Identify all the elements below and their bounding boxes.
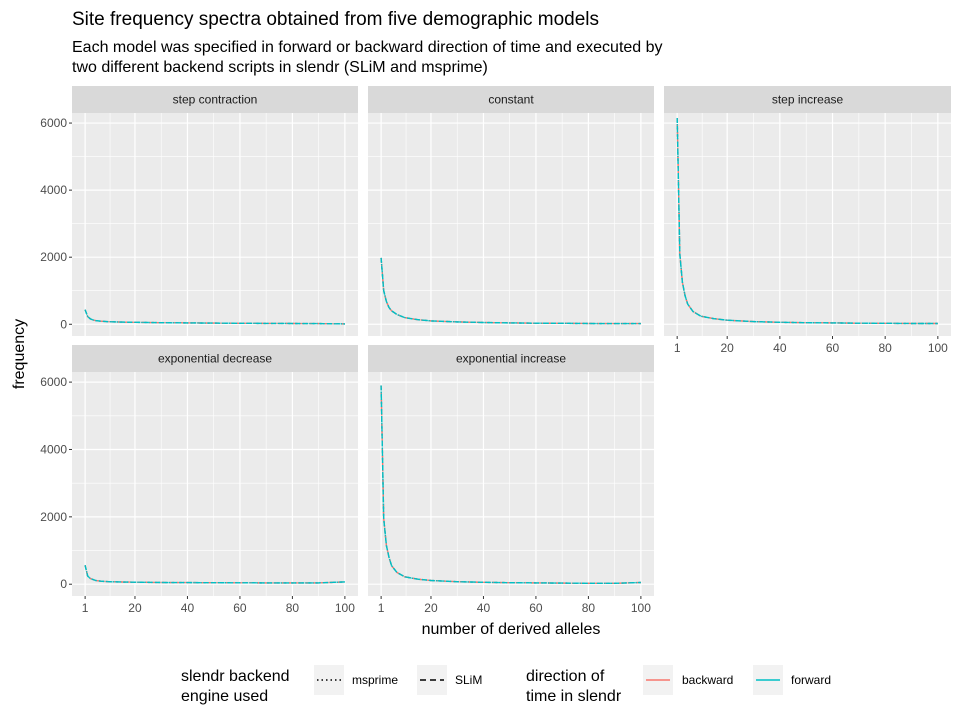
x-tick-label: 60 [826,341,840,355]
legend-label-backward: backward [682,673,733,687]
x-tick-label: 40 [477,601,491,615]
facet-strip [664,86,951,113]
legend-key-msprime-bg [314,665,344,695]
series-line-forward-slim [380,385,641,584]
facet-exponential-decrease: exponential decrease 0 2000 4000 6000 1 20 40 60… [40,345,358,615]
x-tick-label: 1 [378,601,385,615]
facet-panels: step contraction 0 2000 4000 6000 constant ste… [40,86,951,615]
x-tick-label: 20 [424,601,438,615]
x-tick-label: 100 [928,341,948,355]
x-axis-title: number of derived alleles [422,621,601,638]
series-line-forward-slim [676,117,938,325]
facet-panel-background [72,113,358,336]
legend: slendr backend engine used msprime SLiM dire… [181,665,831,705]
y-tick-label: 4000 [40,183,67,197]
x-tick-label: 80 [878,341,892,355]
series-line-forward-slim [380,257,641,325]
facet-exponential-increase: exponential increase 1 20 40 60 80 100 [368,345,654,615]
legend-direction: direction of time in slendr backward forwar… [526,665,831,705]
facet-strip [72,86,358,113]
legend-label-slim: SLiM [455,673,482,687]
chart-subtitle-line-2: two different backend scripts in slendr … [72,59,488,76]
facet-strip [368,86,654,113]
y-tick-label: 6000 [40,116,67,130]
facet-strip-label: step increase [772,93,844,107]
legend-backend: slendr backend engine used msprime SLiM [181,665,482,705]
facet-step-contraction: step contraction 0 2000 4000 6000 [40,86,358,336]
facet-strip [72,345,358,372]
legend-direction-title-line-1: direction of [526,668,605,685]
y-tick-label: 2000 [40,510,67,524]
facet-constant: constant [368,86,654,336]
legend-backend-title-line-2: engine used [181,688,268,705]
chart-title: Site frequency spectra obtained from fiv… [72,9,599,30]
facet-strip [368,345,654,372]
facet-strip-label: exponential decrease [158,352,272,366]
facet-panel-background [368,113,654,336]
facet-panel-background [72,372,358,596]
chart-subtitle-line-1: Each model was specified in forward or b… [72,39,663,56]
y-axis-title: frequency [11,319,28,389]
series-line-forward-slim [84,565,345,584]
facet-step-increase: step increase 1 20 40 60 80 100 [664,86,951,355]
facet-panel-background [368,372,654,596]
x-tick-label: 20 [128,601,142,615]
facet-strip-label: exponential increase [456,352,566,366]
series-line-backward-slim [676,117,938,325]
facet-strip-label: step contraction [173,93,258,107]
y-tick-label: 0 [60,317,67,331]
x-tick-label: 40 [181,601,195,615]
x-tick-label: 60 [233,601,247,615]
x-tick-label: 40 [773,341,787,355]
x-tick-label: 100 [335,601,355,615]
legend-backend-title-line-1: slendr backend [181,668,290,685]
x-tick-label: 1 [82,601,89,615]
facet-panel-background [664,113,951,336]
y-tick-label: 4000 [40,442,67,456]
y-tick-label: 6000 [40,375,67,389]
x-tick-label: 1 [674,341,681,355]
x-tick-label: 80 [286,601,300,615]
x-tick-label: 20 [721,341,735,355]
y-tick-label: 2000 [40,250,67,264]
x-tick-label: 60 [529,601,543,615]
facet-strip-label: constant [488,93,534,107]
x-tick-label: 100 [631,601,651,615]
legend-direction-title-line-2: time in slendr [526,688,622,705]
legend-label-msprime: msprime [352,673,398,687]
y-tick-label: 0 [60,577,67,591]
legend-label-forward: forward [791,673,831,687]
x-tick-label: 80 [582,601,596,615]
series-line-forward-slim [84,309,345,325]
